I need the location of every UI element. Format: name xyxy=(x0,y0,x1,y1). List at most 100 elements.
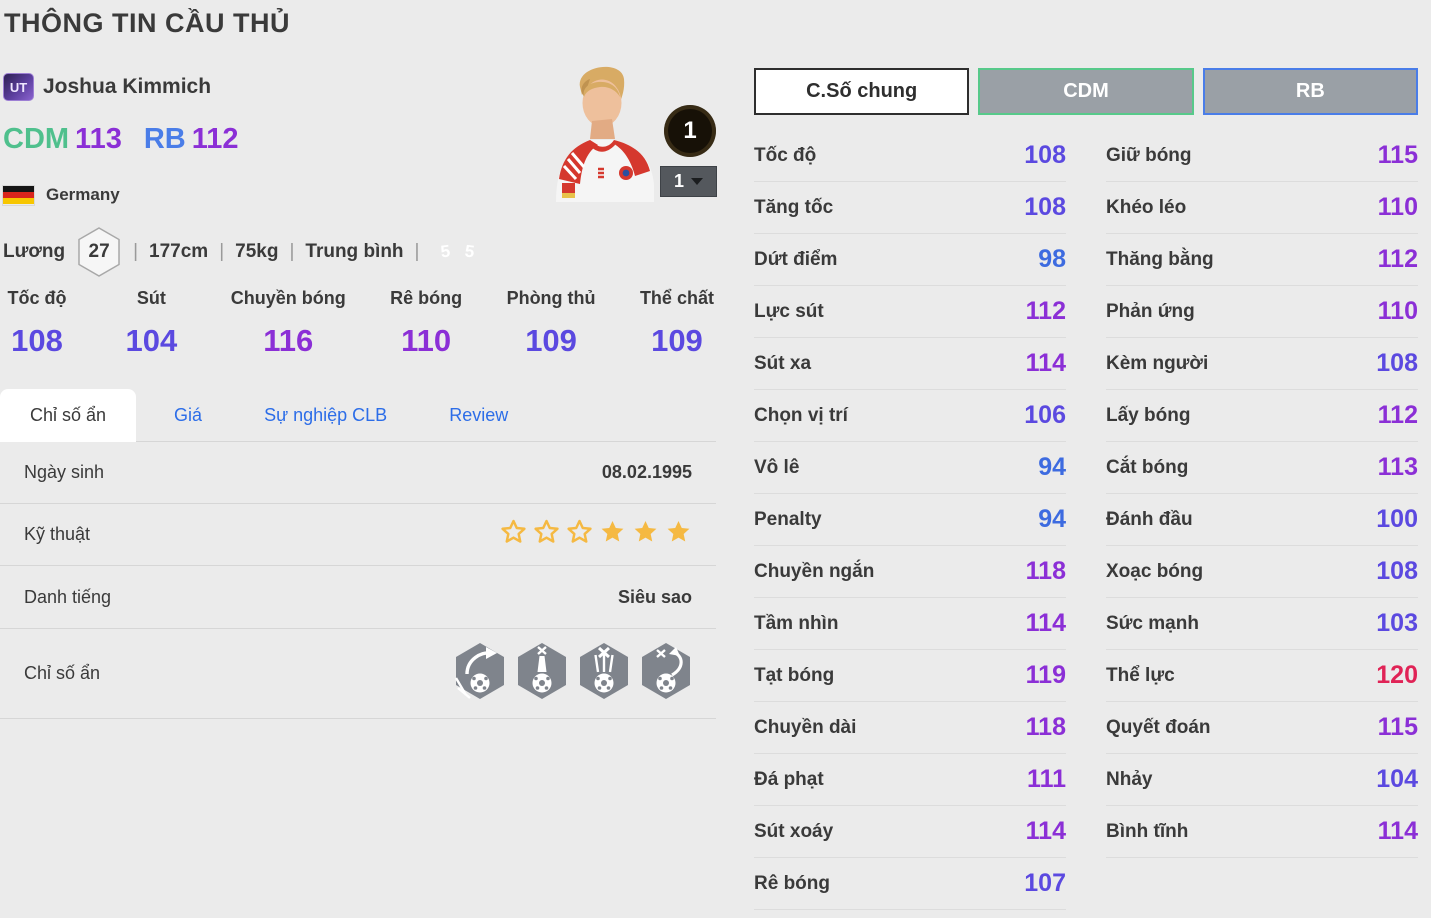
player-photo xyxy=(556,66,654,202)
position-label: RB xyxy=(143,123,186,155)
tab-price[interactable]: Giá xyxy=(174,405,203,425)
tab-club-career[interactable]: Sự nghiệp CLB xyxy=(264,405,388,425)
stat-row: Xoạc bóng 108 xyxy=(1106,546,1418,598)
stat-label: Tốc độ xyxy=(754,144,817,166)
hidden-traits-icons xyxy=(454,642,692,705)
main-stat-label: Thể chất xyxy=(639,288,714,308)
stat-value: 114 xyxy=(1377,817,1418,845)
star-filled-icon xyxy=(599,519,626,551)
stat-label: Sút xa xyxy=(754,352,812,374)
bio-row: Lương 27 | 177cm | 75kg | Trung bình | 5… xyxy=(3,224,483,280)
upgrade-level-badge: 1 xyxy=(664,105,716,157)
stat-value: 107 xyxy=(1024,869,1066,897)
star-outline-icon xyxy=(533,519,560,551)
stat-tab-general[interactable]: C.Số chung xyxy=(754,68,970,115)
salary-label: Lương xyxy=(3,241,66,262)
stat-row: Tầm nhìn 114 xyxy=(754,598,1066,650)
tab-hidden-stats[interactable]: Chỉ số ẩn xyxy=(0,389,137,442)
stat-label: Tạt bóng xyxy=(754,664,835,686)
stat-label: Đánh đầu xyxy=(1106,508,1193,530)
stat-label: Tăng tốc xyxy=(754,196,834,218)
player-name: Joshua Kimmich xyxy=(43,75,212,98)
stat-label: Quyết đoán xyxy=(1106,716,1211,738)
main-stat: Phòng thủ 109 xyxy=(507,288,596,359)
stat-value: 94 xyxy=(1038,505,1066,533)
main-stat: Rê bóng 110 xyxy=(390,288,462,359)
skill-moves-label: Kỹ thuật xyxy=(24,524,91,544)
stat-value: 110 xyxy=(1377,297,1418,325)
stat-label: Kèm người xyxy=(1106,352,1209,374)
stat-label: Sút xoáy xyxy=(754,820,834,842)
stat-label: Dứt điểm xyxy=(754,248,838,270)
main-stat-value: 116 xyxy=(263,323,314,358)
main-stat-label: Tốc độ xyxy=(7,288,67,308)
trait-finesse-shot-icon xyxy=(454,642,506,705)
stat-label: Thể lực xyxy=(1106,664,1175,686)
stat-tab-rb[interactable]: RB xyxy=(1202,68,1418,115)
main-stat-value: 109 xyxy=(525,323,577,358)
stat-row: Tốc độ 108 xyxy=(754,130,1066,182)
stat-row: Tăng tốc 108 xyxy=(754,182,1066,234)
stat-value: 112 xyxy=(1377,401,1418,429)
stat-value: 113 xyxy=(1377,453,1418,481)
star-outline-icon xyxy=(500,519,527,551)
stat-label: Chọn vị trí xyxy=(754,404,848,426)
stat-row: Khéo léo 110 xyxy=(1106,182,1418,234)
player-info-panel: THÔNG TIN CẦU THỦ UT Joshua Kimmich CDM 1… xyxy=(0,8,716,719)
level-dropdown[interactable]: 1 xyxy=(660,166,717,197)
stat-value: 108 xyxy=(1024,141,1066,169)
stat-row: Sút xa 114 xyxy=(754,338,1066,390)
stat-value: 118 xyxy=(1025,557,1066,585)
stat-row: Penalty 94 xyxy=(754,494,1066,546)
position-rating: 113 xyxy=(75,123,122,155)
main-stat-value: 109 xyxy=(651,323,703,358)
stat-row: Thể lực 120 xyxy=(1106,650,1418,702)
fame-label: Danh tiếng xyxy=(24,586,112,607)
stat-row: Chuyền ngắn 118 xyxy=(754,546,1066,598)
tab-review[interactable]: Review xyxy=(449,405,509,425)
stat-row: Đá phạt 111 xyxy=(754,754,1066,806)
star-filled-icon xyxy=(665,519,692,551)
stat-value: 115 xyxy=(1377,713,1418,741)
stat-value: 111 xyxy=(1027,765,1066,793)
star-outline-icon xyxy=(566,519,593,551)
stat-label: Chuyền ngắn xyxy=(754,560,875,582)
stat-label: Xoạc bóng xyxy=(1106,560,1204,582)
stat-view-tabs: C.Số chung CDM RB xyxy=(754,68,1418,115)
main-stat-label: Phòng thủ xyxy=(506,288,596,308)
stat-column-left: Tốc độ 108 Tăng tốc 108 Dứt điểm 98 Lực sút 112… xyxy=(754,130,1066,910)
stat-row: Kèm người 108 xyxy=(1106,338,1418,390)
hidden-stats-table: Ngày sinh 08.02.1995 Kỹ thuật Danh tiếng… xyxy=(0,441,716,719)
tab-bar: Chỉ số ẩn Giá Sự nghiệp CLB Review xyxy=(0,389,716,442)
skill-moves-row: Kỹ thuật xyxy=(0,504,716,566)
stat-row: Tạt bóng 119 xyxy=(754,650,1066,702)
main-stat-label: Sút xyxy=(136,288,166,308)
separator: | xyxy=(133,241,139,262)
stat-label: Thăng bằng xyxy=(1106,248,1214,270)
stat-row: Nhảy 104 xyxy=(1106,754,1418,806)
separator: | xyxy=(289,241,295,262)
stat-label: Lực sút xyxy=(754,300,824,322)
main-stat: Tốc độ 108 xyxy=(2,288,72,359)
main-stat-value: 104 xyxy=(125,323,178,358)
main-stat: Thể chất 109 xyxy=(640,288,714,359)
salary-value: 27 xyxy=(88,241,110,262)
main-stat-value: 108 xyxy=(11,323,63,358)
stat-value: 108 xyxy=(1024,193,1066,221)
card-type-badge: UT xyxy=(3,73,34,101)
stat-row: Phản ứng 110 xyxy=(1106,286,1418,338)
stat-label: Đá phạt xyxy=(754,768,824,790)
stat-label: Lấy bóng xyxy=(1106,404,1191,426)
stat-value: 100 xyxy=(1376,505,1418,533)
stat-tab-cdm[interactable]: CDM xyxy=(978,68,1194,115)
stat-value: 119 xyxy=(1025,661,1066,689)
stat-value: 118 xyxy=(1025,713,1066,741)
page-title: THÔNG TIN CẦU THỦ xyxy=(4,8,290,38)
stat-row: Quyết đoán 115 xyxy=(1106,702,1418,754)
stat-value: 106 xyxy=(1024,401,1066,429)
main-stat-value: 110 xyxy=(401,323,452,358)
stat-row: Bình tĩnh 114 xyxy=(1106,806,1418,858)
height-value: 177cm xyxy=(149,241,209,262)
player-name-row: UT Joshua Kimmich xyxy=(3,73,211,101)
player-photo-cluster: 1 1 xyxy=(538,57,718,202)
